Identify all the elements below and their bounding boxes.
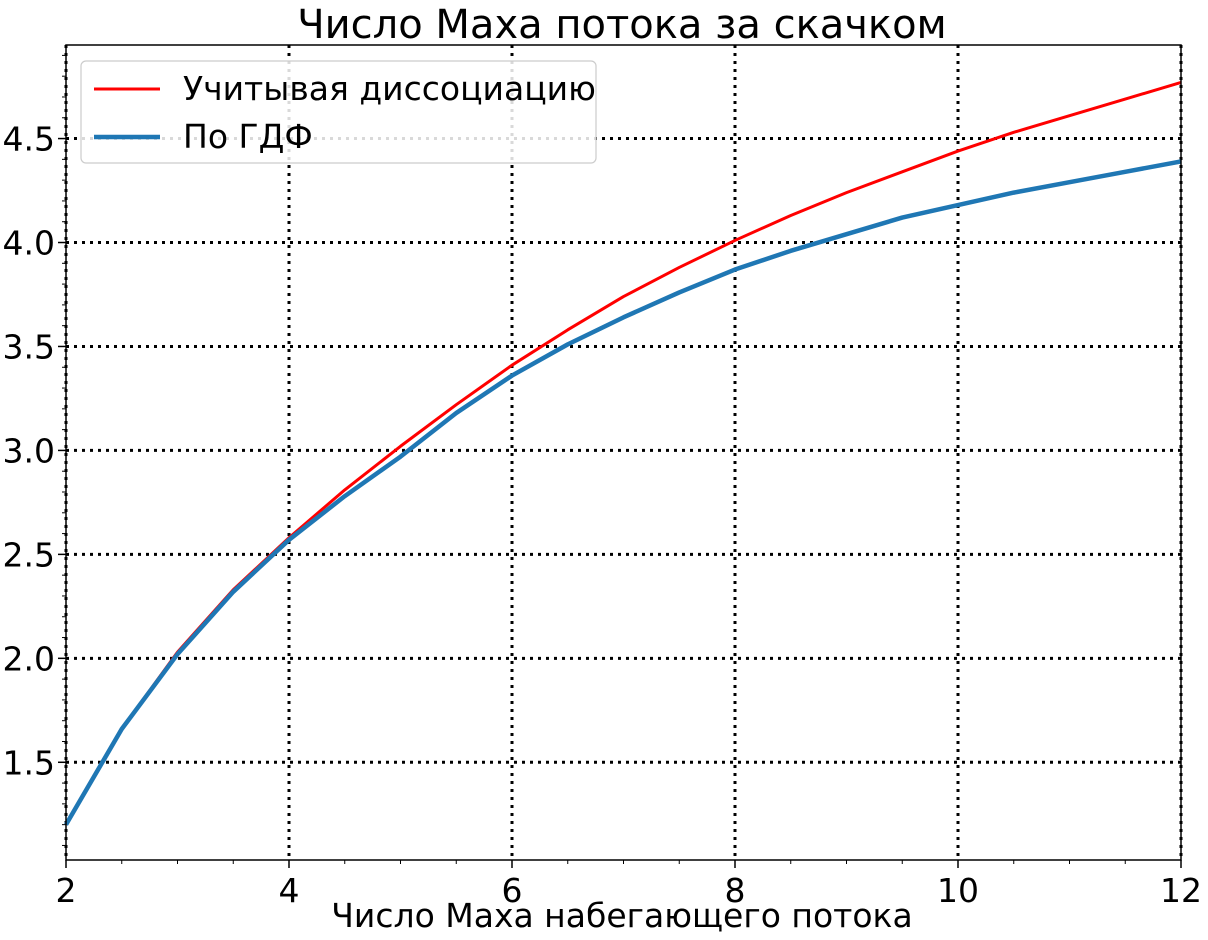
tick-layer: 2 4 6 8 10 12 1.5 2.0 2.5 3.0 3.5 4.0 4.5: [3, 54, 1202, 910]
x-axis-label: Число Маха набегающего потока: [331, 896, 912, 935]
chart-title: Число Маха потока за скачком: [297, 2, 946, 48]
x-tick-label: 4: [279, 871, 300, 910]
legend-label: Учитывая диссоциацию: [183, 69, 596, 108]
plot-frame: [65, 44, 1182, 861]
y-tick-label: 2.5: [3, 535, 55, 574]
legend: Учитывая диссоциацию По ГДФ: [80, 60, 597, 164]
x-tick-label: 12: [1160, 871, 1202, 910]
grid-layer: [64, 45, 1183, 860]
x-tick-label: 10: [937, 871, 979, 910]
x-tick-label: 6: [502, 871, 523, 910]
x-tick-label: 8: [725, 871, 746, 910]
y-tick-label: 4.5: [3, 120, 55, 159]
x-tick-label: 2: [56, 871, 77, 910]
legend-box: [80, 60, 597, 164]
y-tick-label: 4.0: [3, 224, 55, 263]
y-tick-label: 3.5: [3, 327, 55, 366]
series-gdf-line: [64, 159, 1182, 826]
legend-label: По ГДФ: [183, 117, 313, 156]
y-tick-label: 1.5: [3, 743, 55, 782]
y-tick-label: 3.0: [3, 431, 55, 470]
series-layer: [64, 80, 1182, 826]
y-tick-label: 2.0: [3, 639, 55, 678]
